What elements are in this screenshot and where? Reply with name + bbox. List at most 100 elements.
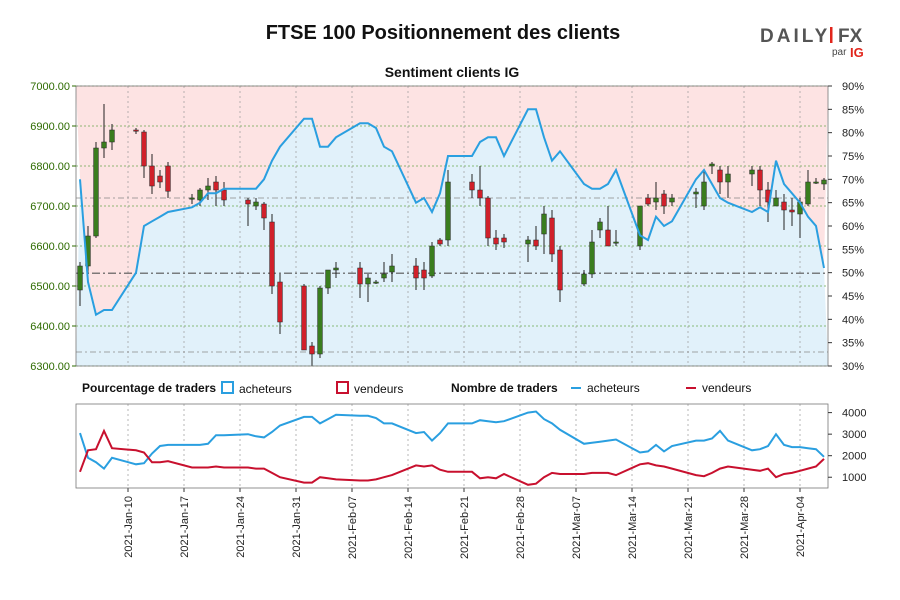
y-tick-label-right: 50%: [842, 268, 864, 280]
candle-body: [133, 129, 139, 132]
candle: [645, 194, 651, 206]
y-tick-label-right: 60%: [842, 221, 864, 233]
sub-y-tick-label: 1000: [842, 472, 866, 484]
candle-body: [525, 239, 531, 245]
candle: [541, 206, 547, 254]
buyers-area: [76, 109, 828, 366]
candle: [421, 262, 427, 290]
candle: [701, 170, 707, 210]
candle: [317, 286, 323, 358]
candle: [165, 162, 171, 198]
legend-sellers-line: [686, 387, 696, 389]
candle: [373, 280, 379, 284]
candle: [477, 166, 483, 206]
legend-pct-buyers: acheteurs: [221, 381, 292, 396]
candle: [813, 178, 819, 184]
candle: [437, 238, 443, 246]
candle: [109, 124, 115, 150]
candle: [381, 262, 387, 282]
legend-buyers-line: [571, 387, 581, 389]
candle-body: [669, 197, 675, 203]
candle-body: [213, 181, 219, 191]
candle: [157, 170, 163, 188]
candle: [309, 342, 315, 366]
x-tick-label: 2021-Mar-28: [739, 496, 751, 559]
dailyfx-logo: DAILY FX par IG: [756, 24, 866, 64]
candle: [469, 174, 475, 198]
x-tick-label: 2021-Feb-21: [459, 496, 471, 559]
candle: [493, 230, 499, 250]
x-tick-label: 2021-Mar-14: [627, 496, 639, 559]
candle: [693, 188, 699, 208]
y-tick-label-right: 40%: [842, 314, 864, 326]
x-tick-label: 2021-Feb-07: [347, 496, 359, 559]
x-tick-label: 2021-Mar-07: [571, 496, 583, 559]
candle-body: [333, 267, 339, 271]
candle: [757, 166, 763, 206]
candle: [525, 236, 531, 262]
y-tick-label-left: 6300.00: [30, 361, 70, 373]
candle-body: [773, 197, 779, 207]
candle: [653, 182, 659, 210]
candle: [301, 284, 307, 351]
candle-body: [325, 269, 331, 289]
y-tick-label-right: 45%: [842, 291, 864, 303]
candle-body: [365, 277, 371, 285]
y-tick-label-right: 70%: [842, 174, 864, 186]
candle-body: [381, 273, 387, 279]
candle-body: [141, 131, 147, 167]
candle-body: [197, 189, 203, 201]
legend-count-buyers: acheteurs: [571, 381, 640, 395]
y-tick-label-left: 6500.00: [30, 281, 70, 293]
candle: [661, 190, 667, 214]
y-tick-label-right: 85%: [842, 104, 864, 116]
candle: [773, 190, 779, 207]
candle-body: [701, 181, 707, 207]
y-tick-label-right: 80%: [842, 128, 864, 140]
candle-body: [557, 249, 563, 291]
candle: [389, 254, 395, 282]
candle-body: [445, 181, 451, 241]
candle-body: [245, 199, 251, 205]
candle-body: [93, 147, 99, 237]
candle: [613, 230, 619, 246]
legend-count-title: Nombre de traders: [451, 381, 558, 395]
y-tick-label-left: 6400.00: [30, 321, 70, 333]
candle-body: [813, 181, 819, 184]
candle: [597, 218, 603, 238]
candle: [669, 194, 675, 206]
svg-text:FX: FX: [838, 26, 863, 47]
candle-body: [469, 181, 475, 191]
sellers-area: [76, 86, 828, 315]
y-tick-label-left: 6700.00: [30, 201, 70, 213]
candle-body: [189, 197, 195, 200]
candle-body: [373, 281, 379, 284]
candle: [501, 234, 507, 248]
candle-body: [221, 189, 227, 201]
candle-body: [789, 209, 795, 213]
candle: [189, 194, 195, 204]
candle: [605, 206, 611, 247]
candle-body: [357, 267, 363, 285]
candle: [333, 262, 339, 278]
legend-pct-title: Pourcentage de traders: [82, 381, 217, 395]
candle-body: [781, 201, 787, 211]
sub-y-tick-label: 2000: [842, 451, 866, 463]
candle-body: [389, 265, 395, 273]
legend-pct-sellers: vendeurs: [336, 381, 403, 396]
y-tick-label-left: 6900.00: [30, 121, 70, 133]
y-tick-label-left: 7000.00: [30, 81, 70, 93]
candle-body: [661, 193, 667, 207]
candle-body: [637, 205, 643, 247]
y-tick-label-right: 35%: [842, 338, 864, 350]
candle: [805, 170, 811, 206]
chart-subtitle: Sentiment clients IG: [384, 64, 520, 80]
candle: [725, 166, 731, 198]
candle: [101, 104, 107, 158]
subplot-frame: [75, 403, 829, 489]
sub-y-tick-label: 4000: [842, 408, 866, 420]
legend-buyers-swatch: [221, 381, 234, 394]
candle-body: [309, 345, 315, 355]
candle: [93, 142, 99, 238]
candle: [269, 214, 275, 294]
